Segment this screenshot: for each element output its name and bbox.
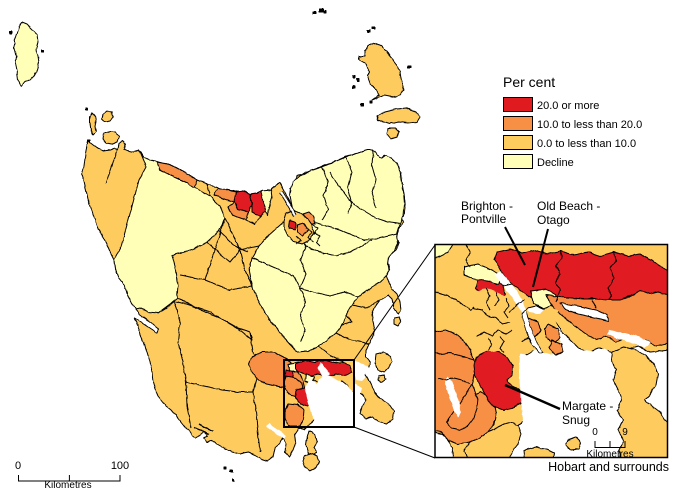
svg-text:20.0 or more: 20.0 or more — [537, 100, 599, 112]
svg-text:Decline: Decline — [537, 157, 574, 169]
svg-text:0: 0 — [15, 460, 21, 472]
svg-text:Old Beach -: Old Beach - — [537, 199, 600, 213]
svg-text:0.0 to less than 10.0: 0.0 to less than 10.0 — [537, 138, 636, 150]
svg-text:Kilometres: Kilometres — [586, 449, 633, 460]
svg-text:Margate -: Margate - — [562, 399, 613, 413]
svg-text:Snug: Snug — [562, 413, 590, 427]
svg-text:Per cent: Per cent — [503, 74, 555, 90]
svg-text:0: 0 — [592, 427, 598, 438]
svg-text:Pontville: Pontville — [461, 212, 507, 226]
svg-text:Otago: Otago — [537, 213, 570, 227]
svg-text:Kilometres: Kilometres — [44, 480, 91, 491]
svg-text:Brighton -: Brighton - — [461, 199, 513, 213]
svg-text:10.0 to less than 20.0: 10.0 to less than 20.0 — [537, 119, 642, 131]
svg-text:Hobart and surrounds: Hobart and surrounds — [548, 460, 669, 474]
svg-text:100: 100 — [111, 460, 129, 472]
svg-text:9: 9 — [622, 427, 628, 438]
